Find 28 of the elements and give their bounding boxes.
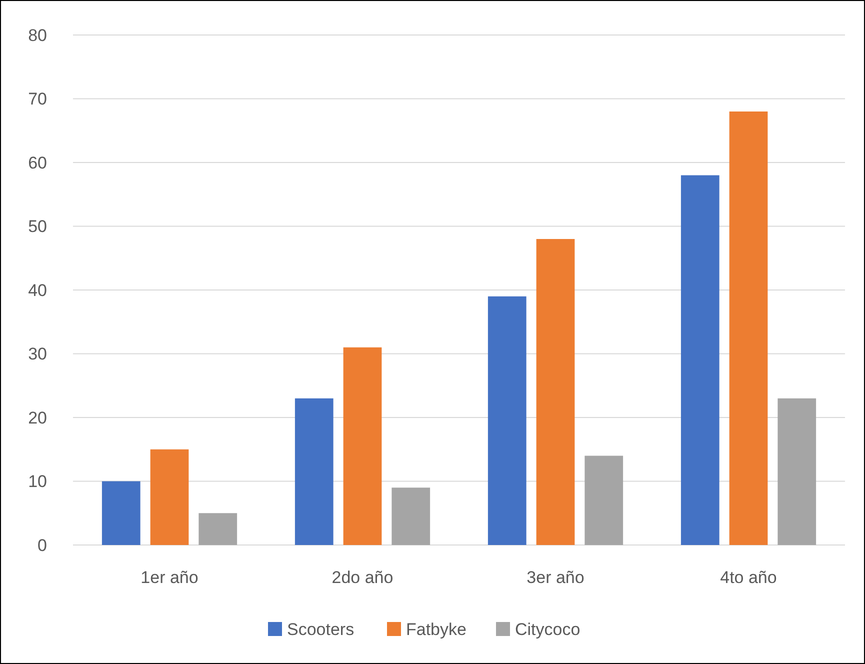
bar (778, 398, 816, 545)
x-tick-label: 3er año (526, 568, 584, 587)
legend-label: Citycoco (515, 620, 580, 639)
y-tick-label: 10 (28, 472, 47, 492)
x-tick-label: 1er año (140, 568, 198, 587)
bar (488, 296, 526, 545)
bar (392, 488, 430, 545)
bar (536, 239, 575, 545)
bar (198, 513, 238, 545)
bar (150, 449, 189, 545)
legend-label: Scooters (287, 620, 354, 639)
y-tick-label: 30 (28, 344, 47, 364)
y-tick-label: 0 (38, 536, 47, 555)
y-tick-label: 20 (28, 408, 47, 428)
legend-label: Fatbyke (406, 620, 466, 639)
y-tick-label: 50 (28, 217, 47, 236)
x-tick-label: 2do año (332, 568, 394, 587)
bar (680, 175, 720, 545)
bar (102, 481, 140, 545)
y-tick-label: 80 (28, 26, 47, 45)
y-tick-label: 60 (28, 153, 47, 172)
bar (294, 398, 334, 545)
y-tick-label: 70 (28, 90, 47, 109)
bar (584, 456, 624, 545)
bar (343, 347, 382, 545)
y-tick-label: 40 (28, 280, 47, 300)
bar (729, 112, 768, 545)
x-tick-label: 4to año (720, 568, 777, 587)
